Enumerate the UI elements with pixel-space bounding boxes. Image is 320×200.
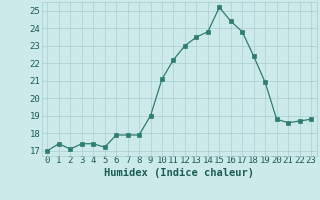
X-axis label: Humidex (Indice chaleur): Humidex (Indice chaleur)	[104, 168, 254, 178]
